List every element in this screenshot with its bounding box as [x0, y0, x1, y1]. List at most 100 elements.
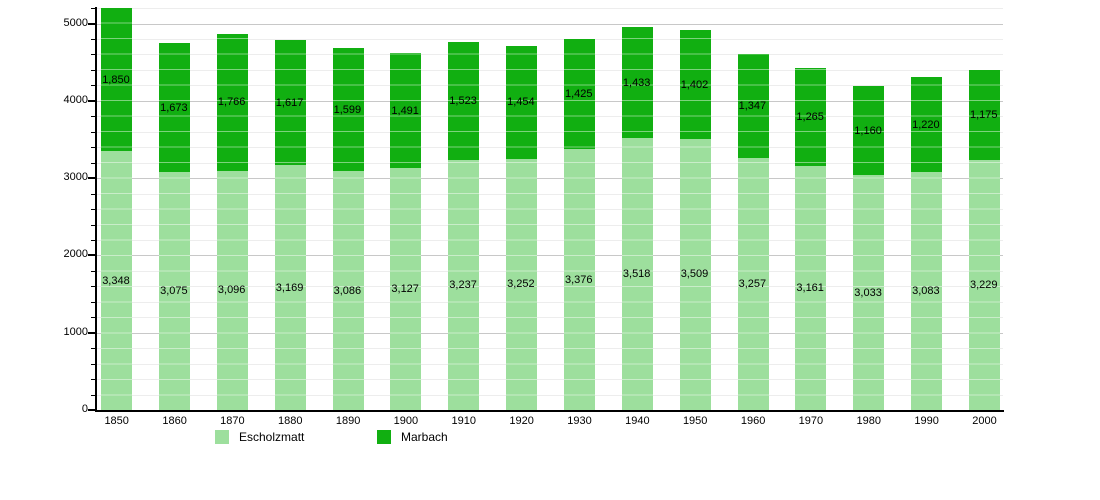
bar-value-label-marbach: 1,265 [796, 110, 824, 123]
y-axis-tick-label: 5000 [63, 16, 88, 29]
y-axis-minor-tick [91, 193, 95, 195]
minor-gridline [97, 394, 1003, 396]
y-axis-minor-tick [91, 162, 95, 164]
bar-segment-marbach [911, 77, 943, 172]
bar-value-label-marbach: 1,850 [102, 73, 130, 86]
bar-segment-marbach [506, 46, 538, 159]
y-axis-minor-tick [91, 301, 95, 303]
y-axis-minor-tick [91, 116, 95, 118]
bar-value-label-escholzmatt: 3,169 [275, 281, 304, 294]
bar [969, 69, 1000, 410]
bar-segment-escholzmatt [448, 159, 480, 410]
y-axis-minor-tick [91, 394, 95, 396]
minor-gridline [97, 116, 1003, 118]
minor-gridline [97, 348, 1003, 350]
minor-gridline [97, 54, 1003, 56]
bar-value-label-marbach: 1,160 [854, 124, 882, 137]
legend-swatch-icon [377, 430, 391, 444]
legend: Escholzmatt Marbach [0, 429, 1100, 447]
bar [911, 77, 943, 410]
y-axis-major-tick [88, 99, 95, 102]
bar-segment-marbach [737, 54, 769, 159]
bar-value-label-escholzmatt: 3,376 [565, 273, 593, 286]
bar-value-label-marbach: 1,617 [275, 96, 304, 109]
bar-gridline-overlay [506, 46, 538, 410]
bar-value-label-escholzmatt: 3,518 [622, 268, 651, 280]
minor-gridline [97, 131, 1003, 133]
bar-gridline-overlay [274, 40, 306, 410]
x-axis-tick-label: 1930 [567, 415, 592, 427]
bar-segment-marbach [621, 27, 653, 139]
bar-segment-marbach [679, 30, 711, 139]
bar-value-label-escholzmatt: 3,033 [854, 286, 882, 299]
bar-gridline-overlay [737, 54, 769, 410]
bar-gridline-overlay [911, 77, 943, 410]
y-axis-minor-tick [91, 239, 95, 241]
bar-value-label-marbach: 1,766 [217, 96, 246, 109]
minor-gridline [97, 8, 1003, 9]
bar-segment-escholzmatt [911, 171, 943, 410]
minor-gridline [97, 270, 1003, 272]
major-gridline [97, 332, 1003, 334]
bar-value-label-escholzmatt: 3,229 [970, 279, 998, 292]
y-axis-line [95, 7, 97, 412]
bar-segment-escholzmatt [564, 148, 595, 410]
bar-segment-escholzmatt [853, 175, 885, 410]
bar-value-label-marbach: 1,433 [622, 76, 651, 89]
y-axis-major-tick [88, 254, 95, 257]
y-axis-major-tick [88, 22, 95, 25]
minor-gridline [97, 286, 1003, 288]
bar-segment-escholzmatt [159, 172, 191, 410]
bar-value-label-escholzmatt: 3,127 [391, 283, 419, 296]
y-axis-minor-tick [91, 209, 95, 210]
bar-value-label-escholzmatt: 3,096 [217, 284, 246, 297]
y-axis-tick-label: 0 [81, 403, 88, 415]
x-axis-tick-label: 2000 [972, 415, 997, 427]
y-axis-minor-tick [91, 348, 95, 350]
bar-value-label-marbach: 1,347 [738, 100, 767, 113]
legend-label: Marbach [401, 430, 448, 444]
y-axis-minor-tick [91, 363, 95, 365]
bar-segment-escholzmatt [621, 138, 653, 410]
y-axis-minor-tick [91, 69, 95, 71]
x-axis-tick-label: 1880 [278, 415, 303, 427]
x-axis-tick-label: 1980 [856, 415, 882, 427]
y-axis-tick-label: 1000 [63, 325, 88, 338]
bar-segment-marbach [216, 34, 248, 171]
x-axis-tick-label: 1940 [625, 415, 650, 427]
bar-gridline-overlay [853, 85, 885, 410]
bar-segment-marbach [969, 69, 1000, 161]
minor-gridline [97, 39, 1003, 40]
bar-gridline-overlay [795, 67, 827, 410]
bar-gridline-overlay [969, 69, 1000, 410]
bar-gridline-overlay [448, 42, 480, 410]
bar-value-label-marbach: 1,175 [970, 109, 998, 121]
y-axis-tick-label: 2000 [63, 248, 88, 261]
major-gridline [97, 100, 1003, 102]
bar-gridline-overlay [390, 53, 422, 410]
bar-gridline-overlay [332, 47, 364, 410]
x-axis-line [95, 410, 1004, 412]
x-axis-tick-label: 1950 [682, 415, 708, 427]
x-axis-tick-label: 1970 [798, 415, 824, 427]
bar-segment-marbach [564, 38, 595, 150]
bar [506, 46, 538, 410]
y-axis-tick-label: 3000 [63, 171, 88, 184]
bar-segment-marbach [274, 40, 306, 165]
bar-value-label-marbach: 1,425 [565, 88, 593, 100]
bar-segment-escholzmatt [101, 151, 133, 410]
bar-gridline-overlay [159, 43, 191, 410]
y-axis-major-tick [88, 331, 95, 334]
y-axis-minor-tick [91, 54, 95, 56]
minor-gridline [97, 224, 1003, 226]
y-axis-minor-tick [91, 39, 95, 40]
bar-segment-marbach [448, 42, 480, 160]
bar-segment-escholzmatt [737, 158, 769, 410]
x-axis-tick-label: 1890 [335, 415, 361, 427]
bar-value-label-marbach: 1,523 [449, 94, 477, 107]
y-axis-minor-tick [91, 379, 95, 381]
bar-value-label-marbach: 1,454 [507, 96, 535, 109]
major-gridline [97, 255, 1003, 257]
bar-value-label-escholzmatt: 3,257 [738, 278, 767, 291]
bar-gridline-overlay [564, 38, 595, 410]
